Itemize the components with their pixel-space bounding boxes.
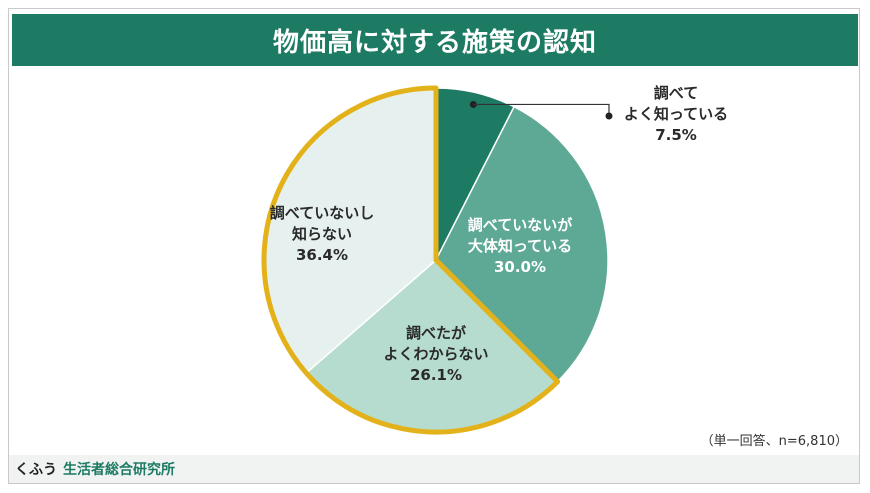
slice-label-1: 調べてよく知っている 7.5% bbox=[624, 84, 728, 144]
highlight-outline bbox=[261, 85, 561, 435]
slice-label-3: 調べたがよくわからない 26.1% bbox=[383, 324, 488, 384]
slice-label-4: 調べていないし知らない 36.4% bbox=[270, 204, 374, 264]
brand-name: くふう bbox=[15, 462, 57, 478]
slice-label-2: 調べていないが大体知っている 30.0% bbox=[468, 216, 573, 276]
sample-note: （単一回答、n=6,810） bbox=[700, 434, 848, 449]
lab-name: 生活者総合研究所 bbox=[63, 462, 175, 478]
chart-title: 物価高に対する施策の認知 bbox=[12, 14, 858, 66]
pie-slice-2 bbox=[435, 105, 609, 383]
footer: くふう 生活者総合研究所 bbox=[9, 455, 859, 483]
leader-line bbox=[469, 100, 613, 120]
